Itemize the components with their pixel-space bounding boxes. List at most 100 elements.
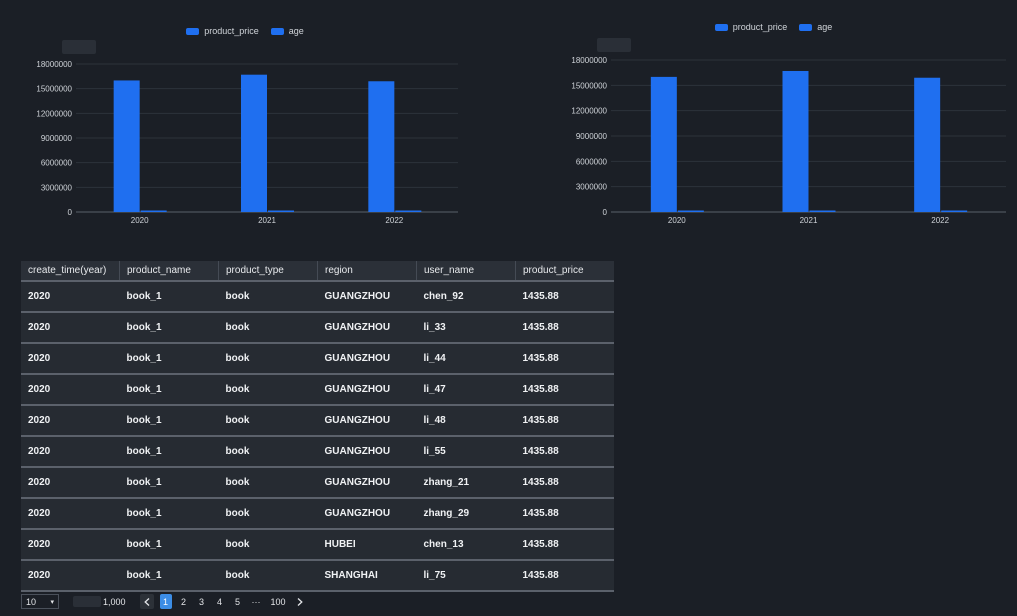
table-row[interactable]: 2020 book_1 book GUANGZHOU li_33 1435.88: [21, 312, 614, 344]
table-row[interactable]: 2020 book_1 book HUBEI chen_13 1435.88: [21, 529, 614, 561]
column-header[interactable]: region: [317, 261, 417, 282]
table-cell: book: [218, 374, 318, 406]
legend-label: product_price: [204, 26, 259, 36]
page-ellipsis[interactable]: ···: [251, 596, 261, 607]
table-cell: GUANGZHOU: [317, 312, 417, 344]
table-cell: book: [218, 312, 318, 344]
table-cell: li_48: [416, 405, 516, 437]
table-cell: 1435.88: [515, 405, 614, 437]
page-button-1[interactable]: 1: [159, 594, 172, 609]
data-table: create_time(year) product_name product_t…: [21, 261, 614, 592]
table-cell: li_55: [416, 436, 516, 468]
table-cell: 1435.88: [515, 312, 614, 344]
table-cell: 1435.88: [515, 560, 614, 592]
table-cell: 2020: [21, 436, 120, 468]
table-cell: book: [218, 467, 318, 499]
table-row[interactable]: 2020 book_1 book GUANGZHOU zhang_21 1435.88: [21, 467, 614, 499]
chart-canvas: 0 3000000 6000000 9000000 12000000 15000000 18…: [571, 56, 1006, 225]
table-cell: 2020: [21, 281, 120, 313]
legend-item-age[interactable]: age: [799, 22, 832, 32]
bar-age: [140, 210, 167, 212]
legend-item-age[interactable]: age: [270, 26, 304, 36]
legend-item-product-price[interactable]: product_price: [714, 22, 787, 32]
bar-product-price: [113, 80, 140, 212]
page-button-3[interactable]: 3: [199, 596, 205, 607]
y-tick-label: 3000000: [576, 183, 608, 192]
table-cell: HUBEI: [317, 529, 417, 561]
table-cell: GUANGZHOU: [317, 343, 417, 375]
chart-legend: product_price age: [530, 22, 1017, 32]
column-header[interactable]: create_time(year): [21, 261, 120, 282]
table-row[interactable]: 2020 book_1 book SHANGHAI li_75 1435.88: [21, 560, 614, 592]
table-cell: 2020: [21, 343, 120, 375]
redacted-label: [597, 38, 631, 52]
table-cell: GUANGZHOU: [317, 281, 417, 313]
table-row[interactable]: 2020 book_1 book GUANGZHOU li_48 1435.88: [21, 405, 614, 437]
table-cell: 1435.88: [515, 498, 614, 530]
table-cell: book: [218, 281, 318, 313]
column-header[interactable]: product_type: [218, 261, 318, 282]
page-button-4[interactable]: 4: [217, 596, 223, 607]
table-cell: book_1: [119, 312, 219, 344]
x-tick-label: 2020: [131, 216, 149, 225]
table-cell: 2020: [21, 498, 120, 530]
table-cell: 1435.88: [515, 529, 614, 561]
total-count: 1,000: [103, 596, 126, 607]
page-button-last[interactable]: 100: [270, 596, 286, 607]
page-button-2[interactable]: 2: [181, 596, 187, 607]
table-cell: book_1: [119, 405, 219, 437]
column-header[interactable]: product_price: [515, 261, 614, 282]
table-cell: book: [218, 405, 318, 437]
pagination: 10 ▾ 1,000 1 2 3 4 5 ··· 100: [21, 593, 306, 610]
table-cell: chen_13: [416, 529, 516, 561]
y-tick-label: 3000000: [41, 183, 73, 192]
chevron-right-icon[interactable]: [294, 594, 306, 609]
table-cell: GUANGZHOU: [317, 498, 417, 530]
chevron-down-icon: ▾: [50, 598, 54, 606]
table-cell: book_1: [119, 560, 219, 592]
legend-swatch: [714, 23, 728, 31]
bar-chart-right: product_price age 0 3000000 6000000 9000000…: [530, 0, 1017, 240]
table-cell: 2020: [21, 405, 120, 437]
table-cell: 2020: [21, 560, 120, 592]
page-size-select[interactable]: 10 ▾: [21, 594, 59, 609]
y-tick-label: 15000000: [571, 81, 607, 90]
table-cell: li_33: [416, 312, 516, 344]
bar-chart-left: product_price age 0 3000000 6000000 9000000…: [0, 0, 490, 240]
redacted-label: [62, 40, 96, 54]
x-tick-label: 2020: [668, 216, 686, 225]
table-cell: li_44: [416, 343, 516, 375]
column-header[interactable]: product_name: [119, 261, 219, 282]
table-cell: book_1: [119, 529, 219, 561]
bar-age: [941, 210, 968, 212]
table-row[interactable]: 2020 book_1 book GUANGZHOU chen_92 1435.88: [21, 281, 614, 313]
table-cell: GUANGZHOU: [317, 405, 417, 437]
x-tick-label: 2021: [258, 216, 276, 225]
bar-age: [395, 210, 422, 212]
table-row[interactable]: 2020 book_1 book GUANGZHOU li_47 1435.88: [21, 374, 614, 406]
table-row[interactable]: 2020 book_1 book GUANGZHOU li_55 1435.88: [21, 436, 614, 468]
page-button-5[interactable]: 5: [235, 596, 241, 607]
table-cell: GUANGZHOU: [317, 436, 417, 468]
table-cell: book_1: [119, 281, 219, 313]
legend-swatch: [270, 27, 284, 35]
table-cell: 2020: [21, 467, 120, 499]
table-cell: zhang_21: [416, 467, 516, 499]
table-cell: 2020: [21, 374, 120, 406]
table-cell: book: [218, 560, 318, 592]
bar-product-price: [241, 74, 267, 212]
redacted-total-label: [73, 596, 101, 607]
table-cell: book: [218, 343, 318, 375]
x-tick-label: 2022: [931, 216, 949, 225]
table-row[interactable]: 2020 book_1 book GUANGZHOU zhang_29 1435.88: [21, 498, 614, 530]
table-cell: zhang_29: [416, 498, 516, 530]
column-header[interactable]: user_name: [416, 261, 516, 282]
table-cell: 1435.88: [515, 343, 614, 375]
y-tick-label: 9000000: [576, 132, 608, 141]
bar-product-price: [650, 76, 677, 212]
table-cell: 2020: [21, 312, 120, 344]
chevron-left-icon[interactable]: [139, 594, 154, 609]
bar-age: [809, 210, 836, 212]
legend-item-product-price[interactable]: product_price: [186, 26, 259, 36]
table-row[interactable]: 2020 book_1 book GUANGZHOU li_44 1435.88: [21, 343, 614, 375]
